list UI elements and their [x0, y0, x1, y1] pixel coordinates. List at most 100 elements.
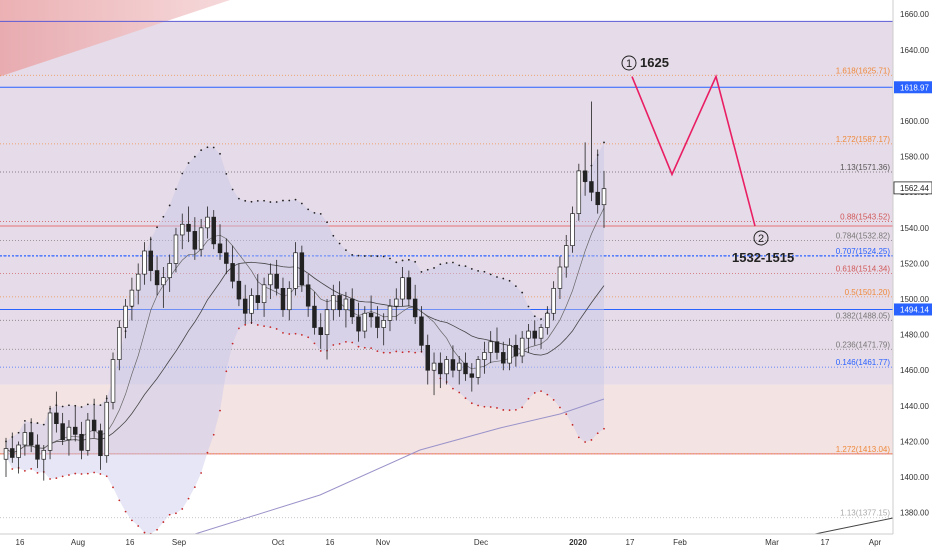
candle-body-67	[425, 344, 430, 371]
candle-body-24	[154, 270, 160, 286]
band-upper-dot-6	[42, 423, 45, 426]
band-lower-dot-79	[502, 409, 505, 411]
band-lower-dot-34	[219, 409, 221, 412]
band-upper-dot-59	[376, 255, 379, 258]
band-lower-dot-85	[540, 390, 542, 393]
price-badge-label-2: 1494.14	[900, 305, 929, 314]
band-lower-dot-19	[124, 510, 127, 513]
candle-body-71	[450, 359, 456, 371]
band-upper-dot-27	[175, 188, 177, 190]
band-upper-dot-54	[345, 249, 347, 252]
time-tick-label-10: Feb	[673, 538, 687, 547]
annotation-number-1: 1	[626, 58, 632, 70]
candle-body-6	[41, 449, 47, 460]
band-lower-dot-75	[477, 404, 480, 407]
candle-body-33	[211, 216, 216, 245]
price-badge-0	[894, 81, 932, 94]
candle-body-62	[394, 298, 399, 307]
candle-body-53	[337, 295, 342, 311]
band-lower-dot-45	[288, 333, 291, 335]
time-tick-label-7: Dec	[474, 538, 488, 547]
band-lower-dot-33	[212, 433, 215, 436]
annotation-text-1: 1625	[640, 55, 669, 70]
candle-body-70	[444, 359, 449, 375]
band-lower-dot-37	[238, 327, 240, 330]
band-lower-dot-83	[527, 397, 530, 400]
fib-level-label-11: 1.272(1413.04)	[836, 445, 891, 454]
band-upper-dot-48	[307, 208, 310, 211]
candle-body-54	[343, 298, 349, 311]
candle-body-13	[85, 419, 91, 451]
candle-body-60	[381, 320, 386, 328]
band-lower-dot-84	[533, 392, 536, 394]
band-upper-dot-67	[426, 268, 429, 271]
band-upper-dot-28	[181, 172, 184, 175]
band-lower-dot-1	[11, 468, 14, 470]
band-lower-dot-61	[389, 351, 391, 354]
candle-body-10	[66, 426, 72, 441]
band-upper-dot-36	[231, 188, 234, 191]
candle-body-25	[161, 277, 166, 286]
band-upper-dot-75	[477, 270, 480, 272]
band-lower-dot-55	[351, 341, 354, 344]
band-lower-dot-41	[263, 325, 265, 328]
band-lower-dot-31	[200, 472, 203, 474]
band-upper-dot-11	[74, 404, 77, 407]
band-lower-dot-44	[282, 331, 284, 334]
candle-body-74	[469, 373, 475, 378]
candle-body-2	[16, 444, 21, 458]
candle-body-9	[60, 423, 65, 441]
band-lower-dot-4	[30, 467, 33, 470]
candle-body-37	[236, 280, 242, 300]
band-lower-dot-35	[225, 370, 228, 373]
annotation-text-2: 1532-1515	[732, 250, 794, 265]
candle-body-47	[299, 252, 305, 286]
band-upper-dot-61	[389, 257, 391, 260]
band-upper-dot-10	[68, 404, 70, 407]
candle-body-69	[438, 362, 443, 375]
candle-body-91	[576, 170, 582, 214]
band-upper-dot-45	[288, 199, 291, 202]
band-lower-dot-43	[275, 328, 278, 330]
band-upper-dot-70	[445, 262, 448, 264]
candle-body-80	[507, 344, 512, 364]
candle-body-21	[135, 273, 141, 291]
candle-body-76	[482, 352, 487, 360]
time-tick-label-11: Mar	[765, 538, 779, 547]
time-tick-label-3: Sep	[172, 538, 187, 547]
band-upper-dot-95	[603, 141, 605, 144]
band-upper-dot-84	[533, 315, 536, 318]
candle-body-73	[463, 362, 468, 375]
band-lower-dot-40	[256, 324, 259, 326]
price-tick-label-14: 1660.00	[900, 10, 929, 19]
band-lower-dot-72	[458, 391, 461, 394]
candle-body-19	[123, 305, 128, 328]
band-upper-dot-24	[156, 226, 158, 229]
candle-body-81	[513, 344, 519, 357]
band-upper-dot-73	[464, 265, 467, 267]
candle-body-87	[551, 288, 556, 314]
band-upper-dot-79	[502, 277, 505, 280]
band-lower-dot-65	[414, 351, 417, 354]
candle-body-17	[110, 359, 116, 403]
band-upper-dot-50	[319, 212, 322, 215]
candle-body-4	[28, 432, 34, 446]
band-lower-dot-59	[376, 350, 379, 353]
band-lower-dot-30	[193, 486, 196, 489]
price-tick-label-6: 1500.00	[900, 295, 929, 304]
candle-body-5	[35, 444, 40, 460]
band-lower-dot-38	[244, 323, 247, 326]
band-upper-dot-40	[256, 199, 259, 202]
candle-body-8	[54, 412, 59, 424]
band-lower-dot-12	[80, 473, 83, 475]
candle-body-15	[98, 430, 103, 457]
band-lower-dot-77	[489, 406, 492, 408]
trend-line-right	[814, 517, 894, 535]
band-upper-dot-55	[351, 253, 354, 256]
band-lower-dot-74	[470, 402, 473, 405]
candle-body-44	[280, 288, 286, 311]
fib-level-label-8: 0.382(1488.05)	[836, 311, 891, 320]
price-tick-label-8: 1540.00	[900, 224, 929, 233]
fib-level-label-1: 1.272(1587.17)	[836, 135, 891, 144]
